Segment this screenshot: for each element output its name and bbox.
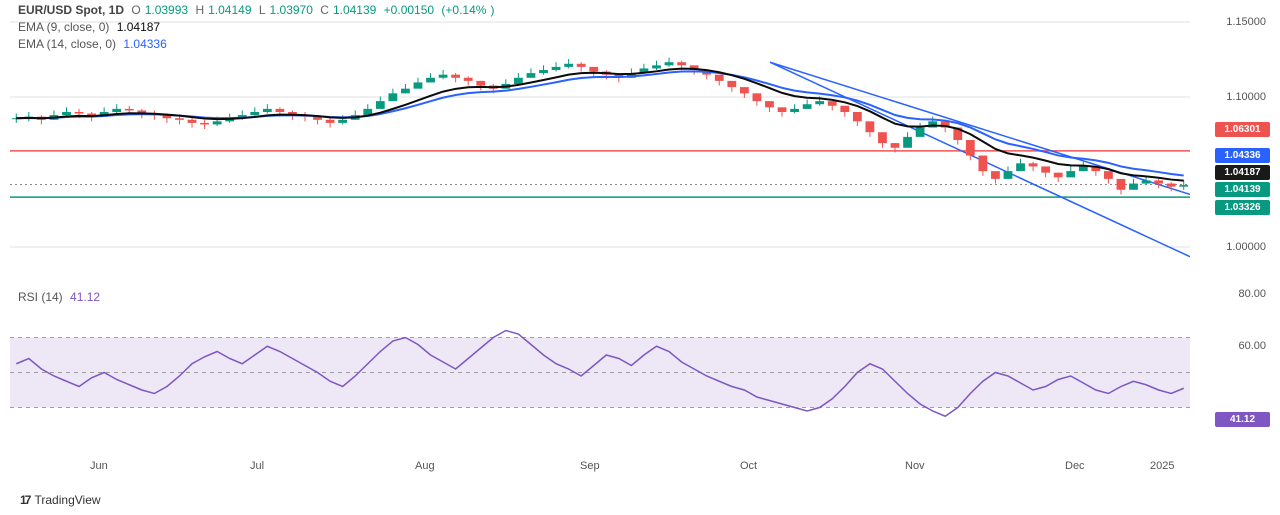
rsi-header: RSI (14) 41.12 bbox=[18, 290, 104, 304]
month-label: Dec bbox=[1065, 460, 1085, 472]
price-label: 1.06301 bbox=[1215, 122, 1270, 137]
y-tick: 1.15000 bbox=[1226, 16, 1270, 28]
tradingview-logo: 17 TradingView bbox=[20, 493, 101, 507]
rsi-label: RSI (14) bbox=[18, 290, 63, 304]
rsi-svg bbox=[10, 285, 1190, 460]
y-tick: 1.00000 bbox=[1226, 241, 1270, 253]
month-label: Jul bbox=[250, 460, 264, 472]
chart-container: EUR/USD Spot, 1D O1.03993 H1.04149 L1.03… bbox=[10, 0, 1270, 515]
x-axis: Jun Jul Aug Sep Oct Nov Dec 2025 bbox=[10, 460, 1190, 480]
y-tick: 1.10000 bbox=[1226, 91, 1270, 103]
rsi-tick: 41.12 bbox=[1215, 412, 1270, 427]
month-label: Nov bbox=[905, 460, 925, 472]
price-pane[interactable]: EUR/USD Spot, 1D O1.03993 H1.04149 L1.03… bbox=[10, 0, 1190, 280]
month-label: Sep bbox=[580, 460, 600, 472]
price-label: 1.04187 bbox=[1215, 165, 1270, 180]
rsi-pane[interactable]: RSI (14) 41.12 bbox=[10, 285, 1190, 460]
price-svg bbox=[10, 0, 1190, 280]
rsi-tick: 80.00 bbox=[1238, 288, 1270, 300]
month-label: Oct bbox=[740, 460, 757, 472]
price-label: 1.03326 bbox=[1215, 200, 1270, 215]
month-label: Aug bbox=[415, 460, 435, 472]
price-label: 1.04139 bbox=[1215, 182, 1270, 197]
rsi-tick: 60.00 bbox=[1238, 340, 1270, 352]
rsi-value: 41.12 bbox=[70, 290, 100, 304]
month-label: 2025 bbox=[1150, 460, 1174, 472]
y-axis: 1.15000 1.10000 1.00000 1.06301 1.04336 1.041… bbox=[1195, 0, 1270, 460]
month-label: Jun bbox=[90, 460, 108, 472]
price-label: 1.04336 bbox=[1215, 148, 1270, 163]
